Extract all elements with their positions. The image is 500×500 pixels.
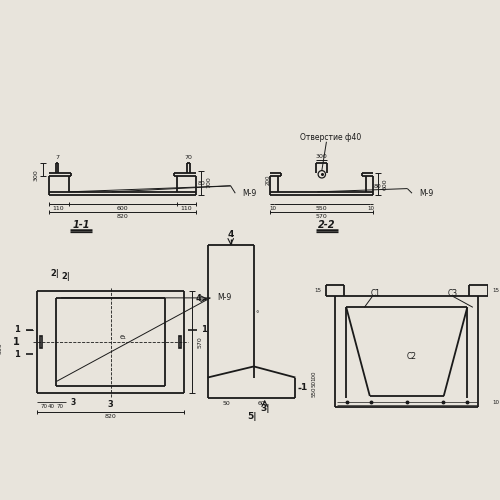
Text: 80: 80 — [197, 181, 205, 186]
Text: М-9: М-9 — [218, 294, 232, 302]
Text: 40: 40 — [48, 404, 55, 408]
Text: 5|: 5| — [247, 412, 256, 421]
Text: 550: 550 — [316, 206, 328, 211]
Text: 70: 70 — [57, 404, 64, 408]
Text: е₁: е₁ — [120, 334, 127, 340]
Text: 10: 10 — [269, 206, 276, 211]
Text: М-9: М-9 — [242, 188, 257, 198]
Text: 50: 50 — [312, 380, 316, 387]
Text: 110: 110 — [180, 206, 192, 211]
Text: 600: 600 — [382, 178, 388, 190]
Text: 1: 1 — [201, 325, 207, 334]
Text: 820: 820 — [116, 214, 128, 219]
Text: 200: 200 — [265, 174, 270, 185]
Text: 110: 110 — [53, 206, 64, 211]
Text: Отверстие ф40: Отверстие ф40 — [300, 132, 362, 141]
Text: 570: 570 — [198, 336, 202, 348]
Text: 300: 300 — [34, 170, 38, 181]
Text: С2: С2 — [406, 352, 416, 360]
Text: 10: 10 — [492, 400, 499, 405]
Text: 600: 600 — [117, 206, 128, 211]
Text: 1-1: 1-1 — [72, 220, 90, 230]
Text: °: ° — [256, 311, 260, 317]
Text: 700: 700 — [207, 176, 212, 188]
Text: 7: 7 — [55, 155, 59, 160]
Text: 4: 4 — [196, 294, 202, 303]
Text: 1: 1 — [13, 337, 20, 347]
Text: М-9: М-9 — [420, 188, 434, 198]
Text: 100: 100 — [312, 370, 316, 380]
Text: 2|: 2| — [62, 272, 70, 281]
Text: 1: 1 — [14, 350, 20, 358]
Text: 570: 570 — [316, 214, 328, 219]
Text: 80: 80 — [374, 184, 382, 188]
Text: 1: 1 — [14, 325, 20, 334]
Text: С1: С1 — [370, 289, 380, 298]
Text: 15: 15 — [314, 288, 322, 293]
Text: 2-2: 2-2 — [318, 220, 336, 230]
Text: 2|: 2| — [50, 270, 59, 278]
Text: 300: 300 — [316, 154, 328, 159]
Text: 50: 50 — [222, 401, 230, 406]
Text: 3|: 3| — [260, 404, 270, 413]
Text: 70: 70 — [184, 155, 192, 160]
Text: 1: 1 — [300, 383, 306, 392]
Text: 10: 10 — [368, 206, 374, 211]
Text: 4: 4 — [228, 230, 234, 239]
Bar — [40, 336, 42, 348]
Text: —: — — [25, 326, 34, 336]
Text: С3: С3 — [448, 289, 458, 298]
Text: 820: 820 — [104, 414, 117, 419]
Text: 60: 60 — [258, 401, 265, 406]
Bar — [179, 336, 182, 348]
Text: 550: 550 — [312, 386, 316, 397]
Text: 3: 3 — [71, 398, 76, 407]
Text: 300: 300 — [0, 342, 2, 353]
Text: 15: 15 — [492, 288, 499, 293]
Text: 3: 3 — [108, 400, 114, 409]
Text: 70: 70 — [40, 404, 47, 408]
